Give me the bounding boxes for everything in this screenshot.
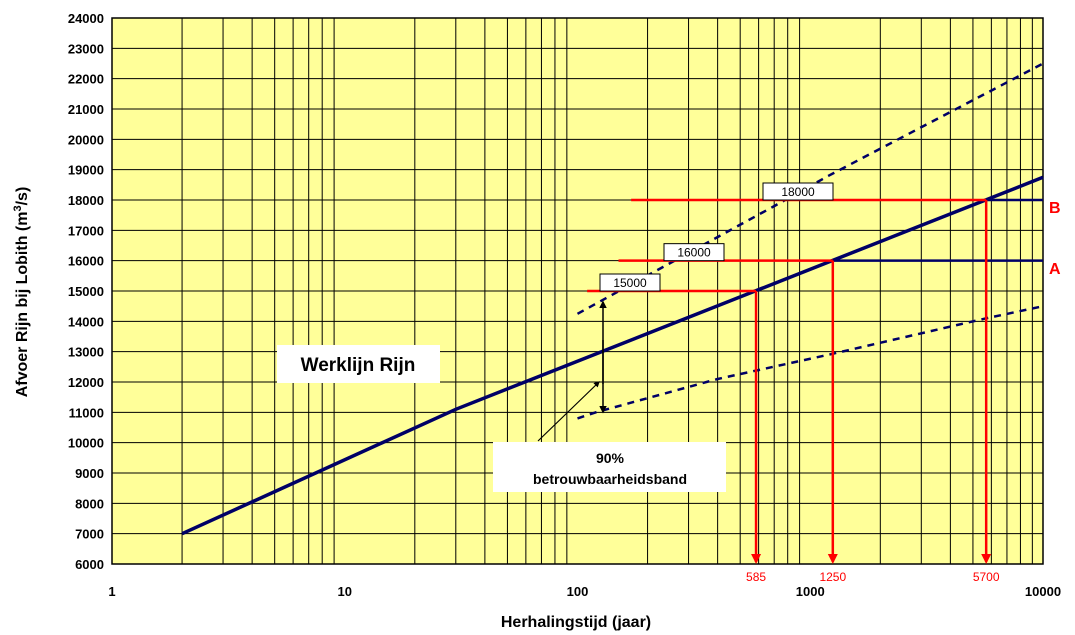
- label-a: A: [1049, 261, 1061, 278]
- x-marker-label: 5700: [973, 570, 1000, 584]
- y-tick-label: 9000: [75, 466, 104, 481]
- x-tick-label: 10: [338, 584, 352, 599]
- band-label-line2: betrouwbaarheidsband: [533, 471, 687, 487]
- band-box: [493, 442, 726, 492]
- x-marker-label: 1250: [819, 570, 846, 584]
- y-tick-label: 12000: [68, 375, 104, 390]
- y-tick-label: 13000: [68, 345, 104, 360]
- y-tick-label: 15000: [68, 284, 104, 299]
- y-tick-label: 24000: [68, 11, 104, 26]
- x-tick-label: 1000: [796, 584, 825, 599]
- reference-lines: 15000 16000 18000 585 1250 5700: [587, 182, 1043, 584]
- werklijn-box: [277, 345, 440, 383]
- value-box-label: 16000: [677, 246, 711, 260]
- band-pointer-line: [537, 381, 600, 442]
- label-b: B: [1049, 200, 1061, 217]
- band-label-line1: 90%: [596, 450, 625, 466]
- y-tick-label: 17000: [68, 223, 104, 238]
- y-tick-label: 22000: [68, 72, 104, 87]
- value-box: [663, 243, 725, 262]
- y-tick-label: 19000: [68, 163, 104, 178]
- y-tick-label: 20000: [68, 132, 104, 147]
- tick-labels: 1 10 100 1000 10000 6000 7000 8000 9000 10000 1100…: [68, 11, 1061, 599]
- series-layer: [181, 62, 1044, 536]
- x-tick-label: 100: [567, 584, 589, 599]
- plot-border: [111, 17, 1044, 565]
- y-tick-label: 6000: [75, 557, 104, 572]
- y-tick-label: 21000: [68, 102, 104, 117]
- x-axis-title: Herhalingstijd (jaar): [501, 614, 651, 631]
- series-line-werklijn: [181, 175, 1044, 536]
- x-marker-label: 585: [746, 570, 766, 584]
- value-box: [599, 273, 661, 292]
- y-axis-title-main: Afvoer Rijn bij Lobith (m: [14, 212, 31, 398]
- series-line-lower: [577, 304, 1044, 420]
- y-tick-label: 11000: [69, 405, 104, 420]
- x-tick-label: 10000: [1025, 584, 1061, 599]
- werklijn-label: Werklijn Rijn: [301, 355, 416, 376]
- series-line-upper: [576, 62, 1044, 315]
- y-axis-title-end: /s): [14, 187, 31, 206]
- y-tick-label: 16000: [68, 254, 104, 269]
- value-box-label: 18000: [781, 185, 815, 199]
- y-axis-title: Afvoer Rijn bij Lobith (m3/s): [12, 187, 31, 398]
- y-axis-title-sup: 3: [12, 205, 24, 211]
- value-box-label: 15000: [613, 276, 647, 290]
- x-tick-label: 1: [108, 584, 115, 599]
- y-tick-label: 14000: [68, 314, 104, 329]
- y-tick-label: 8000: [75, 496, 104, 511]
- y-tick-label: 7000: [75, 527, 104, 542]
- y-tick-label: 23000: [68, 41, 104, 56]
- annotations-layer: A B Werklijn Rijn 90% betrouwbaarheidsband: [277, 200, 1061, 492]
- value-box: [762, 182, 834, 201]
- y-tick-label: 18000: [68, 193, 104, 208]
- y-tick-label: 10000: [68, 436, 104, 451]
